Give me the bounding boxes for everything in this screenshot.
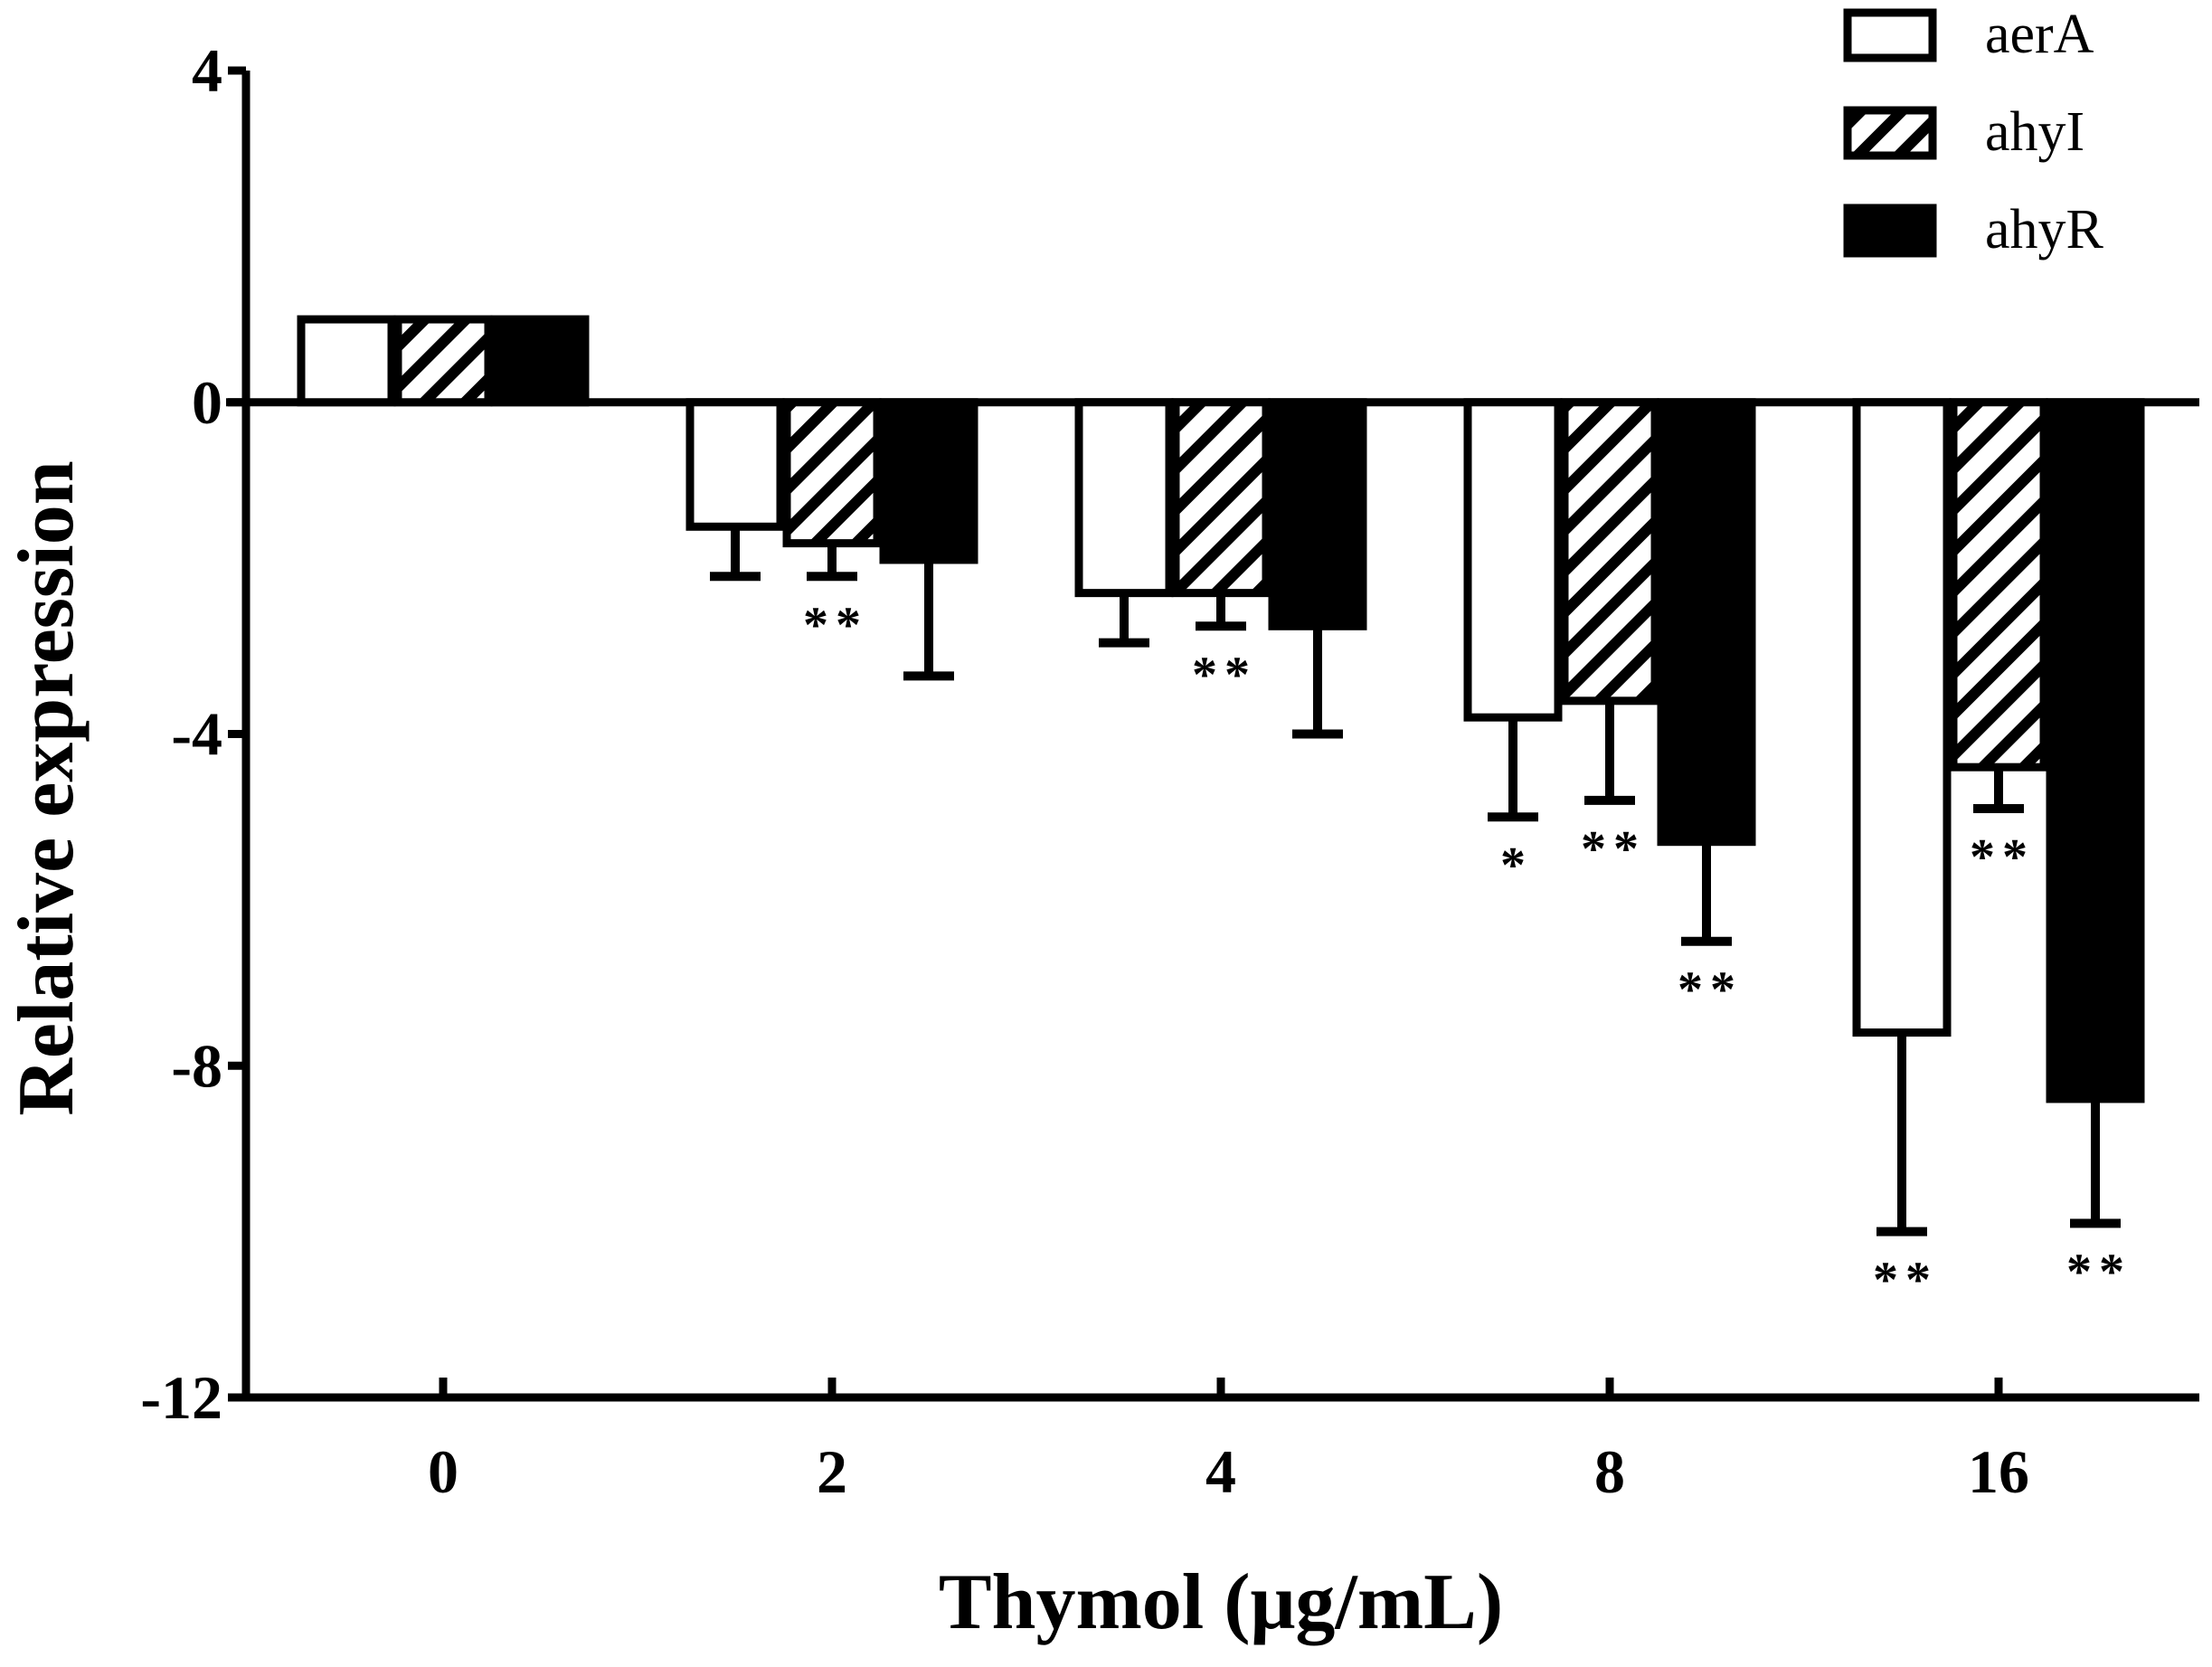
y-tick-label: -12: [140, 1363, 222, 1432]
bar-aerA-8: [1463, 398, 1563, 722]
bar-aerA-16: [1852, 398, 1952, 1037]
bar-aerA-4: [1074, 398, 1174, 598]
legend-label-ahyI: ahyI: [1985, 101, 2084, 163]
x-tick-label: 4: [1205, 1437, 1236, 1506]
bar-ahyI-16: [1949, 398, 2048, 772]
bar-ahyR-4: [1268, 398, 1367, 630]
bar-ahyR-16: [2046, 398, 2145, 1103]
bar-aerA-0: [297, 315, 396, 407]
y-tick-label: 0: [192, 368, 222, 437]
bar-ahyR-0: [490, 315, 590, 407]
y-tick-label: -4: [171, 700, 222, 769]
labels: 40-4-8-120 2 4 8 16********* ******Relative e…: [3, 36, 2132, 1646]
significance-mark: **: [1970, 829, 2035, 886]
significance-mark: **: [1873, 1253, 1938, 1309]
significance-mark: *: [1500, 838, 1533, 894]
bar-aerA-2: [685, 398, 785, 531]
y-axis-title: Relative expression: [3, 460, 90, 1115]
bar-ahyR-2: [879, 398, 978, 564]
y-tick-label: 4: [192, 36, 222, 105]
bar-ahyI-8: [1560, 398, 1659, 706]
significance-mark: **: [803, 597, 868, 653]
x-tick-label: 16: [1968, 1437, 2029, 1506]
x-tick-label: 8: [1594, 1437, 1625, 1506]
x-axis-title: Thymol (μg/mL): [939, 1558, 1503, 1646]
significance-mark: **: [1581, 821, 1646, 877]
legend-swatch-aerA: [1843, 8, 1937, 62]
significance-mark: **: [2066, 1244, 2132, 1300]
bars: [297, 315, 2145, 1236]
legend-swatch-ahyI: [1843, 106, 1937, 160]
legend-label-aerA: aerA: [1985, 4, 2094, 65]
legend-swatch-ahyR: [1843, 204, 1937, 258]
x-tick-label: 0: [428, 1437, 458, 1506]
legend: aerA ahyI ahyR: [1843, 4, 2104, 260]
y-tick-label: -8: [171, 1031, 222, 1100]
bar-ahyR-8: [1657, 398, 1756, 847]
bar-ahyI-2: [782, 398, 882, 548]
bar-ahyI-0: [393, 315, 493, 407]
significance-mark: **: [1192, 647, 1257, 703]
legend-label-ahyR: ahyR: [1985, 199, 2104, 260]
significance-mark: **: [1678, 962, 1743, 1018]
x-tick-label: 2: [817, 1437, 847, 1506]
bar-ahyI-4: [1171, 398, 1271, 598]
